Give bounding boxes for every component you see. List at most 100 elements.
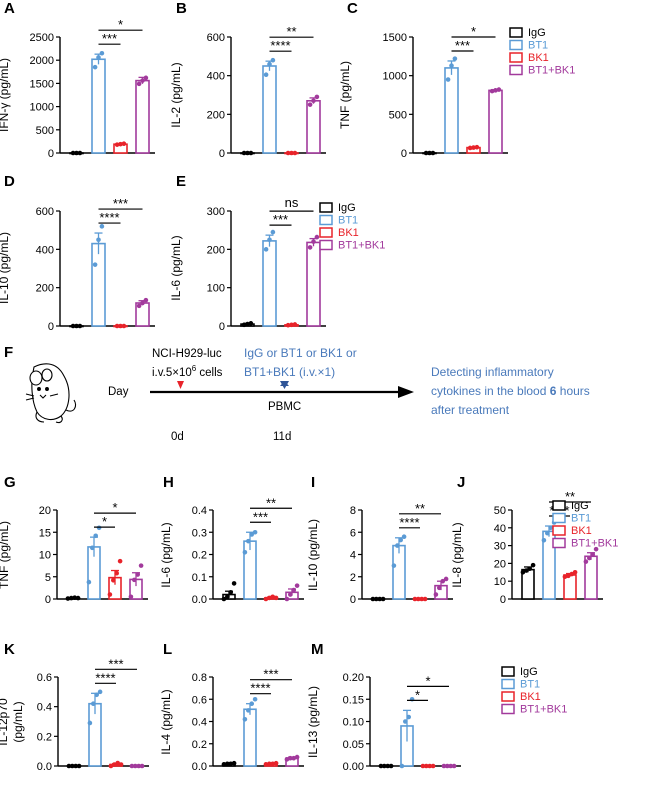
significance-label: **** [95, 670, 115, 685]
y-axis-label: IL-6 (pg/mL) [159, 522, 173, 587]
panel-i: I 0 2 4 6 8 IL-10 (pg/mL) ****** [306, 474, 453, 606]
data-point [307, 245, 313, 250]
data-point [294, 583, 300, 588]
injection-exponent: 6 [192, 364, 197, 373]
data-point [249, 701, 254, 706]
data-point [377, 596, 383, 602]
panel-l: L 0.0 0.2 0.4 0.6 0.8 IL-4 (pg/mL) ******* [159, 641, 304, 773]
y-axis-label: IL-6 (pg/mL) [169, 235, 183, 300]
y-axis-label: TNF (pg/mL) [0, 521, 11, 589]
data-point [132, 577, 137, 583]
y-tick-label: 0.10 [343, 717, 364, 729]
panel-letter-k: K [4, 641, 15, 658]
data-point [548, 525, 553, 531]
data-point [572, 570, 578, 575]
data-point [284, 596, 290, 602]
bar-bt1 [262, 65, 277, 154]
data-point [267, 237, 272, 243]
panel-a: A 0 500 1000 1500 2000 2500 IFN-γ (pg/mL) **** [0, 0, 155, 160]
y-axis-label: IFN-γ (pg/mL) [0, 58, 11, 132]
significance-label: * [112, 500, 117, 515]
y-tick-label: 400 [36, 244, 54, 256]
y-tick-label: 0.6 [37, 672, 52, 684]
y-tick-label: 0.2 [192, 550, 207, 562]
y-tick-label: 1500 [30, 78, 54, 90]
detect-line-3: after treatment [431, 403, 510, 417]
data-point [128, 594, 134, 600]
bar-bt1-bk1 [135, 79, 150, 154]
legend-swatch [501, 691, 515, 702]
y-tick-label: 500 [389, 109, 407, 121]
data-point [252, 696, 258, 702]
significance-label: **** [270, 38, 290, 53]
data-point [423, 150, 429, 156]
data-point [221, 596, 227, 602]
data-point [245, 150, 250, 156]
data-point [471, 145, 476, 150]
legend-swatch [319, 239, 333, 251]
day11-label: 11d [273, 431, 291, 443]
significance-label: * [425, 673, 430, 688]
data-point [225, 761, 230, 767]
data-point [292, 322, 298, 327]
y-tick-label: 0.2 [37, 731, 52, 743]
significance-label: ns [285, 195, 299, 210]
legend-swatch [509, 27, 523, 38]
data-point [273, 760, 279, 766]
treatment-line-1: IgG or BT1 or BK1 or [244, 346, 357, 360]
data-point [445, 77, 451, 82]
data-point [77, 323, 83, 329]
data-point [77, 150, 83, 156]
data-point [242, 549, 248, 555]
bar-bt1-bk1 [306, 241, 321, 327]
legend-label: IgG [571, 500, 589, 512]
y-axis-label-2: (pg/mL) [11, 701, 25, 742]
y-tick-label: 0 [401, 148, 407, 160]
data-point [133, 763, 138, 769]
y-tick-label: 0.15 [343, 694, 364, 706]
data-point [76, 763, 82, 769]
bar-bt1 [91, 242, 106, 327]
significance-label: ** [266, 495, 276, 510]
legend-label: IgG [338, 202, 356, 214]
data-point [86, 579, 92, 585]
data-point [380, 596, 386, 602]
y-tick-label: 10 [494, 576, 506, 588]
detect-line-2-text: cytokines in the blood [431, 384, 550, 398]
legend-label: BT1 [338, 215, 358, 227]
detect-line-2: cytokines in the blood 6 hours [431, 384, 590, 398]
legend-swatch [552, 512, 566, 524]
data-point [419, 596, 425, 602]
data-point [311, 239, 316, 244]
data-point [412, 596, 418, 602]
data-point [117, 558, 123, 564]
legend-swatch [552, 525, 566, 536]
data-point [139, 763, 145, 769]
y-tick-label: 0.6 [192, 694, 207, 706]
y-tick-label: 1500 [383, 32, 407, 44]
y-tick-label: 0.0 [192, 761, 207, 773]
data-point [96, 525, 102, 531]
data-point [541, 537, 547, 543]
bar-bt1-bk1 [488, 89, 503, 154]
data-point [443, 576, 449, 582]
data-point [129, 763, 135, 769]
bar-bt1 [91, 58, 106, 154]
legend-swatch [552, 537, 566, 549]
y-tick-label: 2 [350, 572, 356, 584]
legend-label: BT1+BK1 [520, 704, 567, 716]
data-point [74, 150, 79, 156]
injection-label: i.v.5×106 cells [152, 364, 223, 379]
data-point [583, 559, 589, 564]
data-point [118, 323, 123, 329]
data-point [388, 763, 394, 769]
legend-label: BT1+BK1 [571, 538, 618, 550]
legend-swatch [501, 666, 515, 677]
data-point [242, 716, 248, 722]
data-point [121, 141, 127, 147]
data-point [391, 563, 397, 568]
data-point [378, 763, 384, 769]
